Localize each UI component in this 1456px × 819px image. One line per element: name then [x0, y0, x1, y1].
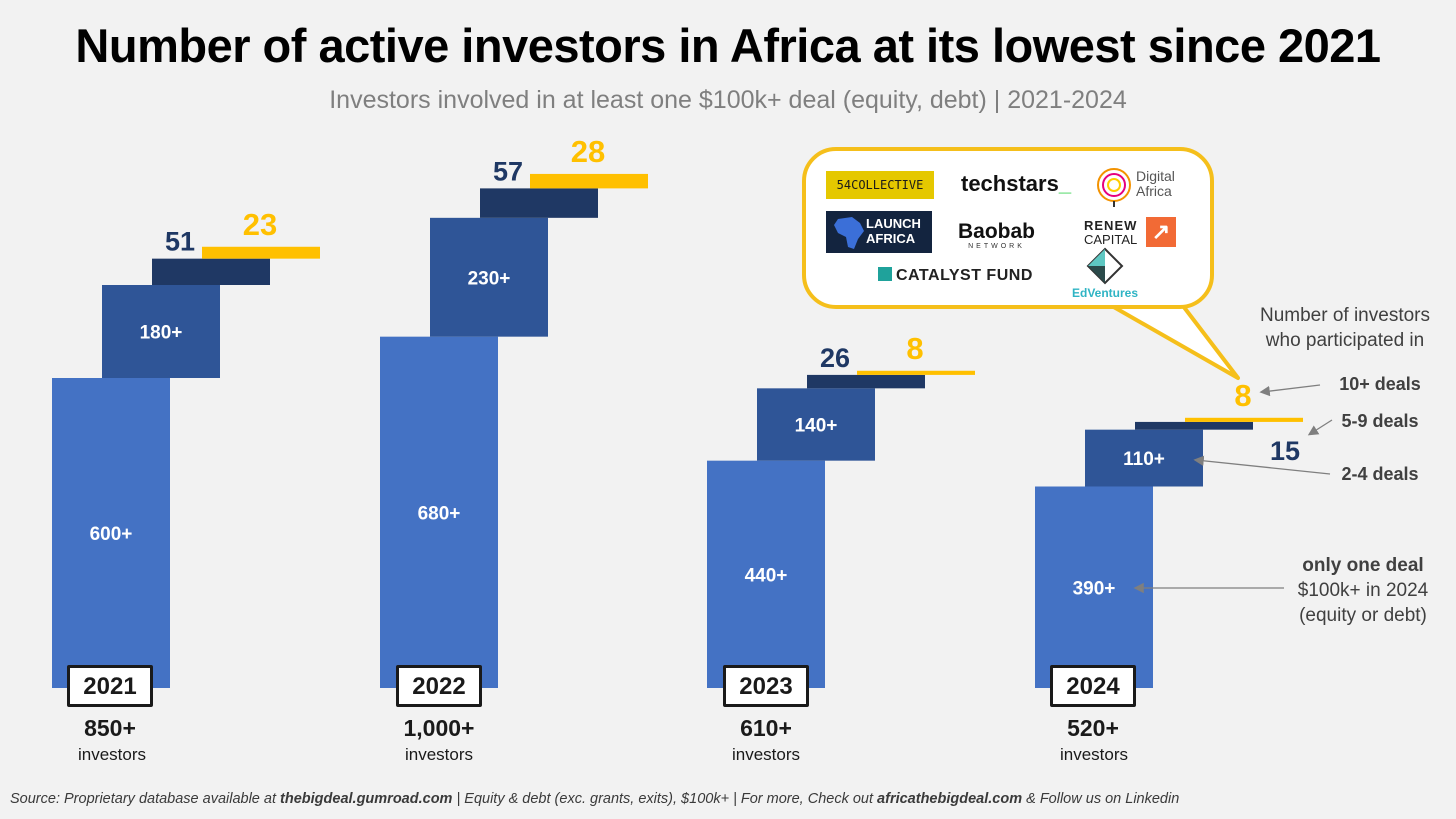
bar-2022-only-one-deal: [380, 336, 498, 688]
total-unit-2023: investors: [731, 745, 801, 764]
source-footer: Source: Proprietary database available a…: [10, 791, 1179, 807]
bar-2023-only-one-deal: [707, 460, 825, 688]
logo-renew-capital: RENEW CAPITAL ↗: [1084, 217, 1176, 247]
chart-title: Number of active investors in Africa at …: [75, 19, 1381, 72]
bar-2023-2-4-deals: [757, 388, 875, 461]
footer-link-africathebigdeal[interactable]: africathebigdeal.com: [877, 791, 1023, 807]
bar-2024-5-9-deals: [1135, 421, 1253, 430]
annotation-header-line2: who participated in: [1265, 330, 1425, 351]
year-label-2024: 2024: [1050, 665, 1136, 707]
label-2021-5-9-deals: 51: [165, 227, 195, 257]
logo-catalyst-fund: CATALYST FUND: [878, 267, 1033, 285]
logo-launch-africa: LAUNCH AFRICA: [826, 211, 932, 253]
logo-renew-text1: RENEW: [1084, 218, 1138, 233]
label-2024-10-deals: 8: [1234, 378, 1251, 413]
total-unit-2022: investors: [404, 745, 474, 764]
label-2021-only-one-deal: 600+: [90, 524, 133, 545]
renew-arrow-icon: ↗: [1146, 217, 1176, 247]
label-2024-2-4-deals: 110+: [1123, 449, 1165, 470]
footer-prefix: Source: Proprietary database available a…: [10, 791, 281, 807]
year-label-2022: 2022: [396, 665, 482, 707]
annotation-2-4: 2-4 deals: [1341, 464, 1419, 484]
bar-2022-2-4-deals: [430, 217, 548, 337]
total-2022: 1,000+: [403, 715, 475, 741]
total-2024: 520+: [1067, 715, 1119, 741]
year-label-2021: 2021: [67, 665, 153, 707]
label-2021-10-deals: 23: [243, 207, 277, 242]
bar-2021-only-one-deal: [52, 378, 170, 688]
label-2022-2-4-deals: 230+: [468, 268, 511, 289]
annotation-10plus: 10+ deals: [1339, 374, 1421, 394]
chart-subtitle: Investors involved in at least one $100k…: [329, 86, 1127, 114]
investor-logos-callout: 54COLLECTIVE techstars_ Digital Africa L…: [802, 147, 1214, 309]
annotation-5-9: 5-9 deals: [1341, 411, 1419, 431]
bar-2021-5-9-deals: [152, 258, 270, 285]
catalyst-fund-icon: [878, 267, 892, 281]
bar-2024-only-one-deal: [1035, 486, 1153, 688]
annotation-one-deal: only one deal $100k+ in 2024 (equity or …: [1280, 553, 1446, 628]
footer-middle: | Equity & debt (exc. grants, exits), $1…: [452, 791, 878, 807]
digital-africa-icon: [1097, 168, 1131, 207]
bar-2021-10-deals: [202, 246, 320, 259]
bar-2021-2-4-deals: [102, 285, 220, 378]
label-2022-only-one-deal: 680+: [418, 503, 461, 524]
label-2023-only-one-deal: 440+: [745, 565, 788, 586]
logo-launch-africa-text1: LAUNCH: [866, 216, 921, 231]
bar-2022-10-deals: [530, 173, 648, 189]
logo-techstars: techstars_: [961, 171, 1071, 197]
logo-digital-africa-text2: Africa: [1136, 183, 1172, 199]
africa-map-icon: [834, 217, 864, 249]
label-2022-5-9-deals: 57: [493, 156, 523, 186]
annotation-header-line1: Number of investors: [1259, 305, 1430, 326]
logo-edventures-text: EdVentures: [1071, 286, 1139, 300]
logo-54collective: 54COLLECTIVE: [826, 171, 934, 199]
year-label-2023: 2023: [723, 665, 809, 707]
logo-digital-africa-text1: Digital: [1136, 168, 1175, 184]
logo-54collective-text: 54COLLECTIVE: [836, 178, 924, 192]
logo-techstars-underscore: _: [1058, 171, 1072, 196]
bar-2024-2-4-deals: [1085, 429, 1203, 487]
annotation-one-deal-line2: $100k+ in 2024: [1297, 580, 1429, 601]
bar-2023-5-9-deals: [807, 374, 925, 389]
logo-baobab-network: Baobab NETWORK: [958, 220, 1036, 251]
logo-catalyst-fund-text: CATALYST FUND: [896, 267, 1033, 284]
logo-digital-africa: Digital Africa: [1094, 165, 1175, 214]
edventures-diamond-icon: [1086, 247, 1124, 285]
logo-renew-text2: CAPITAL: [1084, 232, 1138, 247]
label-2021-2-4-deals: 180+: [140, 323, 183, 344]
footer-suffix: & Follow us on Linkedin: [1022, 791, 1180, 807]
logo-baobab-text2: NETWORK: [968, 243, 1025, 250]
bar-2024-10-deals: [1185, 417, 1303, 422]
bar-2022-5-9-deals: [480, 188, 598, 218]
annotation-one-deal-line1: only one deal: [1302, 555, 1424, 576]
logo-edventures: EdVentures: [1068, 247, 1142, 300]
total-2021: 850+: [84, 715, 136, 741]
logo-launch-africa-text2: AFRICA: [866, 231, 916, 246]
annotation-one-deal-line3: (equity or debt): [1299, 605, 1427, 626]
label-2023-2-4-deals: 140+: [795, 416, 838, 437]
total-unit-2021: investors: [77, 745, 147, 764]
footer-link-gumroad[interactable]: thebigdeal.gumroad.com: [280, 791, 453, 807]
label-2023-10-deals: 8: [906, 331, 923, 366]
label-2024-only-one-deal: 390+: [1073, 578, 1116, 599]
annotation-header: Number of investors who participated in: [1240, 303, 1450, 353]
label-2022-10-deals: 28: [571, 134, 605, 169]
total-2023: 610+: [740, 715, 792, 741]
total-unit-2024: investors: [1059, 745, 1129, 764]
logo-baobab-text1: Baobab: [958, 220, 1036, 243]
bar-2023-10-deals: [857, 370, 975, 375]
label-2023-5-9-deals: 26: [820, 343, 850, 373]
logo-techstars-text: techstars: [961, 171, 1059, 196]
